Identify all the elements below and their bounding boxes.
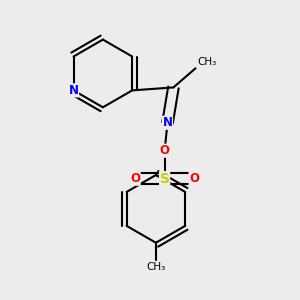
Text: O: O bbox=[130, 172, 140, 185]
Text: O: O bbox=[160, 144, 170, 157]
Text: N: N bbox=[163, 116, 172, 129]
Text: CH₃: CH₃ bbox=[146, 262, 166, 272]
Text: CH₃: CH₃ bbox=[197, 57, 216, 67]
Text: O: O bbox=[189, 172, 199, 185]
Text: N: N bbox=[69, 84, 79, 97]
Text: S: S bbox=[160, 172, 170, 186]
